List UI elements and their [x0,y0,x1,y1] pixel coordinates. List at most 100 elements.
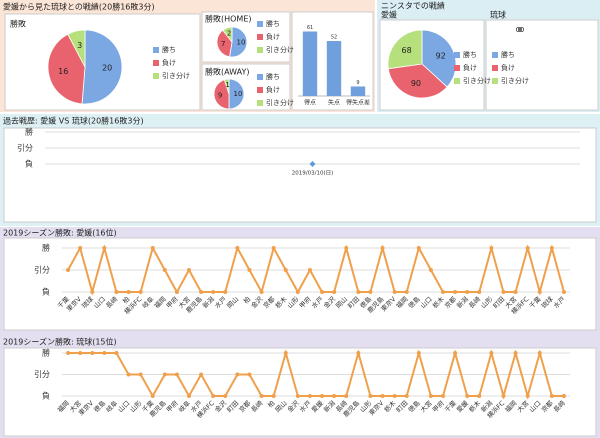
legend-label: 負け [266,32,280,41]
point [477,394,482,398]
pie-slice [67,29,86,68]
legend-label: 勝ち [266,19,280,28]
y-tick-label: 引分 [17,144,33,153]
legend-swatch [257,34,263,40]
point [392,290,397,294]
point [549,394,554,398]
point [162,372,167,377]
data-label: 9 [218,91,222,99]
point [368,290,373,294]
data-label: 3 [77,41,82,50]
point [404,394,409,398]
legend-label: 引き分け [266,98,294,107]
point [283,268,288,272]
data-label: 0 [516,26,520,34]
point [223,290,228,294]
point [441,290,445,294]
pie-slice [387,63,448,99]
point [501,394,506,398]
point [453,290,458,294]
point [78,351,83,355]
data-label: 90 [411,79,421,88]
point [368,394,373,398]
pie-slice [213,79,230,110]
point [489,246,494,250]
point [344,246,349,250]
point [453,351,458,355]
legend-swatch [492,65,498,71]
point [90,290,95,294]
data-label: 1 [225,81,229,89]
legend-swatch [257,74,263,80]
pie-slice [223,78,230,95]
legend-label: 勝ち [463,50,477,59]
point [162,268,167,272]
data-label: 61 [307,25,313,31]
point [525,394,530,398]
point [211,290,216,294]
point [187,394,191,398]
pie-slice [387,29,423,70]
chart-title: 琉球 [490,10,506,20]
point [174,372,179,377]
data-label: 68 [402,46,412,55]
pie-slice [228,78,245,110]
point [309,161,316,167]
card [3,127,597,223]
x-tick-label: 失点 [328,99,340,107]
point [150,394,155,398]
panel-title: 愛媛から見た琉球との戦績(20勝16敗3分) [3,2,155,12]
point [356,351,361,355]
point [211,394,216,398]
point [126,372,131,377]
data-label: 16 [58,67,68,76]
data-label: 2 [227,29,231,37]
y-tick-label: 引分 [34,266,50,275]
point [223,394,228,398]
pie-slice [81,29,123,105]
point [392,394,397,398]
x-tick-label: 柏 [120,294,131,305]
y-tick-label: 引分 [34,370,50,379]
point [513,290,518,294]
point [307,268,312,272]
legend-label: 勝ち [266,72,280,81]
point [187,268,191,272]
point [247,268,252,272]
pie-slice [216,29,233,58]
point [295,290,300,294]
legend-swatch [454,78,460,84]
chart-title: 勝敗(AWAY) [205,67,250,77]
legend-label: 負け [162,58,176,67]
y-tick-label: 勝 [42,348,50,358]
chart-title: 愛媛 [381,10,397,20]
point [465,290,470,294]
point [114,351,119,355]
point [320,394,325,398]
point [465,394,470,398]
point [441,394,445,398]
line [67,244,565,296]
point [247,372,252,377]
legend-label: 引き分け [266,45,294,54]
data-label: 10 [237,39,246,47]
pie-slice [421,29,457,88]
pie-slice [47,33,86,105]
point [138,290,143,294]
y-tick-label: 勝 [25,127,33,137]
bar [350,86,366,96]
legend-label: 引き分け [162,71,190,80]
point [66,351,71,355]
point [404,290,409,294]
pie-slice [222,26,233,44]
point [138,372,143,377]
x-tick-label: 柏 [241,294,252,305]
x-tick-label: 柏 [266,398,277,409]
legend-swatch [257,100,263,106]
point [561,394,566,398]
data-label: 92 [436,51,446,60]
legend-swatch [454,52,460,58]
data-label: 9 [356,80,359,86]
